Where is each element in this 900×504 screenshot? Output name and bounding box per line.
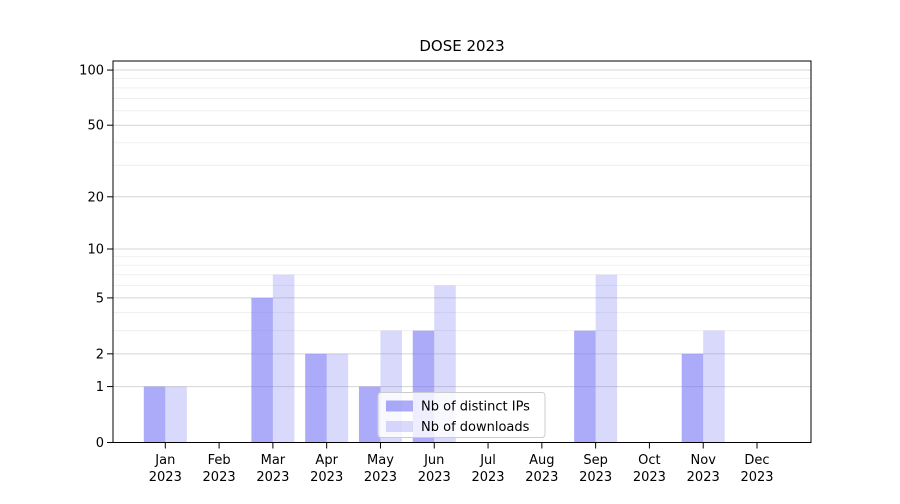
x-tick-label-month: Jul	[479, 453, 496, 468]
x-tick-label-year: 2023	[740, 470, 773, 485]
bar-distinct-ips-mar	[251, 297, 273, 443]
x-tick-label-year: 2023	[579, 470, 612, 485]
bar-downloads-jan	[165, 386, 187, 443]
bar-distinct-ips-apr	[305, 353, 327, 443]
y-tick-label: 100	[79, 64, 104, 79]
legend-swatch-downloads	[386, 421, 413, 432]
bar-distinct-ips-may	[358, 386, 381, 443]
x-tick-label-month: Jan	[154, 453, 175, 468]
x-tick-label-year: 2023	[364, 470, 397, 485]
x-tick-label-month: Dec	[744, 453, 769, 468]
x-tick-label-year: 2023	[525, 470, 558, 485]
axis-ticks	[107, 69, 758, 449]
bar-distinct-ips-sep	[574, 330, 596, 443]
x-tick-label-year: 2023	[149, 470, 182, 485]
y-tick-label: 10	[87, 242, 104, 257]
bar-distinct-ips-jan	[143, 386, 166, 443]
x-tick-label-month: Mar	[261, 453, 286, 468]
bar-distinct-ips-nov	[681, 353, 704, 443]
x-tick-label-month: Sep	[583, 453, 608, 468]
bar-downloads-nov	[703, 330, 725, 443]
x-tick-label-year: 2023	[633, 470, 666, 485]
bar-downloads-mar	[272, 274, 295, 443]
y-tick-label: 20	[87, 190, 104, 205]
x-tick-label-month: Jun	[423, 453, 444, 468]
x-tick-label-month: Aug	[529, 453, 554, 468]
legend-label-distinct-ips: Nb of distinct IPs	[421, 400, 530, 415]
y-tick-label: 0	[96, 436, 104, 451]
x-tick-label-month: Feb	[208, 453, 231, 468]
x-tick-label-month: May	[367, 453, 394, 468]
y-tick-label: 5	[96, 291, 104, 306]
bar-downloads-apr	[326, 353, 349, 443]
x-tick-label-month: Oct	[638, 453, 660, 468]
chart-title: DOSE 2023	[419, 37, 504, 55]
axis-labels: 0 1 2 5 10 20 50 100 Jan 2023 Feb 2023 Mar 2023 Apr 202…	[79, 64, 773, 485]
x-tick-label-year: 2023	[203, 470, 236, 485]
x-tick-label-year: 2023	[687, 470, 720, 485]
y-tick-label: 2	[96, 347, 104, 362]
x-tick-label-year: 2023	[310, 470, 343, 485]
x-tick-label-year: 2023	[256, 470, 289, 485]
x-tick-label-year: 2023	[471, 470, 504, 485]
y-tick-label: 1	[96, 380, 104, 395]
minor-gridlines	[113, 78, 811, 332]
y-tick-label: 50	[87, 119, 104, 134]
legend-label-downloads: Nb of downloads	[421, 420, 530, 435]
x-tick-label-year: 2023	[418, 470, 451, 485]
x-tick-label-month: Nov	[691, 453, 717, 468]
bar-downloads-sep	[595, 274, 618, 443]
legend-swatch-distinct-ips	[386, 400, 413, 412]
legend-box	[377, 392, 546, 438]
plot-border	[112, 60, 812, 443]
legend: Nb of distinct IPs Nb of downloads	[377, 392, 546, 438]
x-tick-label-month: Apr	[315, 453, 338, 468]
